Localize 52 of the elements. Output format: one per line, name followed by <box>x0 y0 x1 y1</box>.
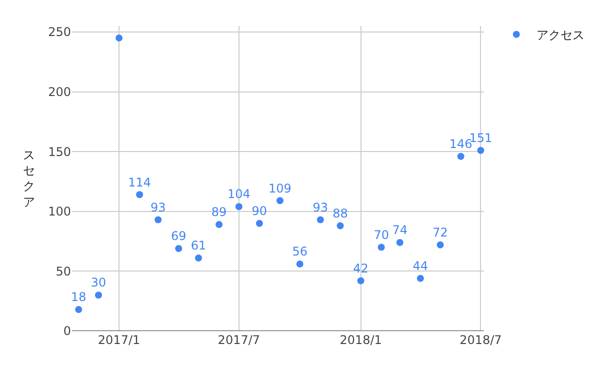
data-label: 109 <box>268 181 292 196</box>
y-tick-label: 250 <box>48 25 71 40</box>
point <box>416 274 424 282</box>
point <box>95 292 102 299</box>
point <box>336 222 344 230</box>
data-label: 93 <box>312 200 328 214</box>
data-label: 104 <box>227 187 250 202</box>
data-label: 93 <box>150 200 166 214</box>
data-label: 70 <box>374 228 389 242</box>
data-label: 114 <box>128 175 152 190</box>
x-tick-label: 2017/7 <box>218 333 260 347</box>
point <box>457 152 464 160</box>
point <box>154 216 162 224</box>
point <box>75 306 82 313</box>
point <box>256 220 263 227</box>
y-tick-label: 0 <box>63 324 71 338</box>
point <box>357 277 364 284</box>
x-tick-label: 2018/1 <box>340 333 382 347</box>
point <box>477 146 484 154</box>
data-label: 74 <box>392 223 408 238</box>
data-label: 42 <box>353 261 368 276</box>
legend-label: アクセス <box>536 28 584 42</box>
point <box>116 34 123 42</box>
x-tick-label: 2017/1 <box>98 333 140 347</box>
y-tick-label: 150 <box>48 144 71 159</box>
point <box>216 221 223 228</box>
point <box>136 191 144 198</box>
x-tick-label: 2018/7 <box>460 333 502 347</box>
y-tick-label: 200 <box>48 84 71 99</box>
data-label: 90 <box>252 204 268 218</box>
y-tick-label: 50 <box>56 264 71 278</box>
data-label: 69 <box>171 229 186 244</box>
data-label: 61 <box>190 238 206 253</box>
point <box>396 238 404 246</box>
data-label: 146 <box>449 136 472 151</box>
y-axis-title: スセクア <box>23 148 35 209</box>
data-label: 18 <box>70 290 86 304</box>
data-label: 88 <box>332 206 348 220</box>
data-label: 44 <box>412 258 428 273</box>
point <box>296 260 304 268</box>
point <box>378 244 385 251</box>
point <box>235 203 242 210</box>
data-label: 30 <box>90 276 106 290</box>
point <box>175 244 182 252</box>
data-label: 56 <box>292 244 308 259</box>
y-tick-label: 100 <box>48 204 71 219</box>
point <box>436 241 444 248</box>
point <box>316 216 324 224</box>
point <box>276 197 284 204</box>
data-label: 89 <box>211 205 227 220</box>
point <box>195 254 202 262</box>
data-label: 72 <box>432 226 448 240</box>
